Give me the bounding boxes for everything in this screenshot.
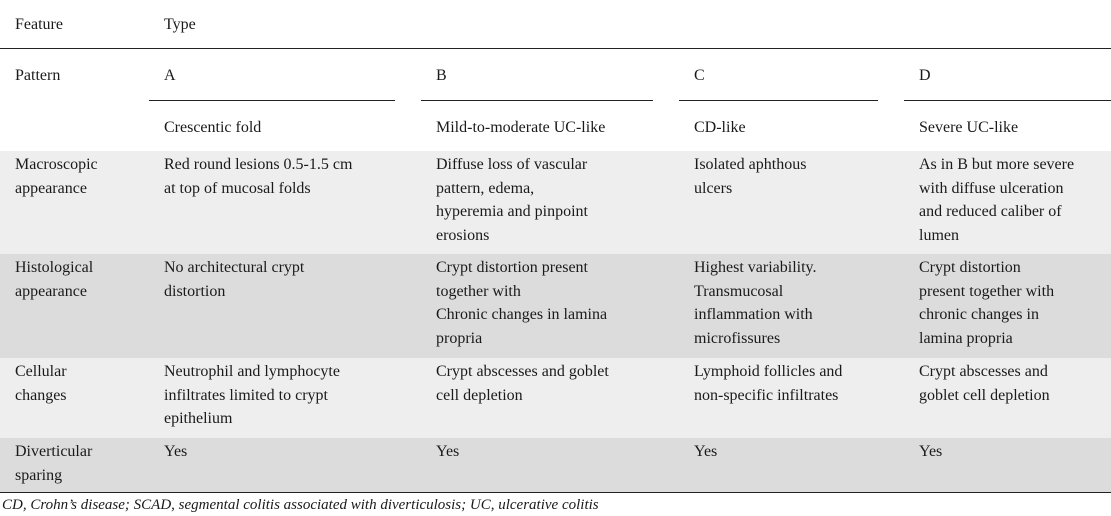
cell-pattern-d: As in B but more severe with diffuse ulce…: [919, 156, 1075, 244]
cell-pattern-d: Crypt abscesses and goblet cell depletion: [919, 363, 1050, 404]
cell-pattern-b: Crypt distortion present together with Chr…: [436, 259, 608, 347]
type-column-header: Type: [164, 16, 196, 33]
cell-pattern-a: Neutrophil and lymphocyte infiltrates lim…: [164, 363, 340, 427]
cell-pattern-d: Yes: [919, 443, 943, 460]
cell-pattern-c: Yes: [694, 443, 718, 460]
cell-pattern-d: Crypt distortion present together with chr…: [919, 259, 1055, 347]
pattern-rule-d: [904, 100, 1111, 101]
pattern-letter-d: D: [919, 67, 931, 84]
pattern-name-a: Crescentic fold: [164, 119, 262, 136]
row-feature-label: Diverticular sparing: [15, 443, 93, 484]
pattern-name-d: Severe UC-like: [919, 119, 1019, 136]
pattern-label: Pattern: [15, 67, 61, 84]
cell-pattern-b: Crypt abscesses and goblet cell depletion: [436, 363, 609, 404]
cell-pattern-b: Yes: [436, 443, 460, 460]
pattern-rule-b: [421, 100, 653, 101]
table-row-macroscopic: Macroscopic appearance Red round lesions …: [0, 151, 1111, 254]
table-footnote: CD, Crohn’s disease; SCAD, segmental col…: [2, 497, 599, 513]
row-feature-label: Macroscopic appearance: [15, 156, 98, 197]
cell-pattern-a: Red round lesions 0.5-1.5 cm at top of mu…: [164, 156, 353, 197]
cell-pattern-a: Yes: [164, 443, 188, 460]
row-feature-label: Cellular changes: [15, 363, 67, 404]
cell-pattern-a: No architectural crypt distortion: [164, 259, 305, 300]
feature-column-header: Feature: [15, 16, 63, 33]
pattern-letter-c: C: [694, 67, 705, 84]
pattern-rule-c: [679, 100, 878, 101]
cell-pattern-c: Lymphoid follicles and non-specific infil…: [694, 363, 843, 404]
table-bottom-rule: [0, 492, 1111, 493]
cell-pattern-b: Diffuse loss of vascular pattern, edema, h…: [436, 156, 588, 244]
cell-pattern-c: Isolated aphthous ulcers: [694, 156, 807, 197]
pattern-letter-a: A: [164, 67, 176, 84]
row-feature-label: Histological appearance: [15, 259, 94, 300]
table-row-diverticular: Diverticular sparing Yes Yes Yes Yes: [0, 438, 1111, 492]
pattern-letter-b: B: [436, 67, 447, 84]
pattern-name-b: Mild-to-moderate UC-like: [436, 119, 606, 136]
header-rule: [0, 48, 1111, 49]
pattern-name-c: CD-like: [694, 119, 746, 136]
cell-pattern-c: Highest variability. Transmucosal inflamma…: [694, 259, 817, 347]
table-row-histological: Histological appearance No architectural …: [0, 254, 1111, 358]
pattern-rule-a: [149, 100, 395, 101]
table-row-cellular: Cellular changes Neutrophil and lymphocyt…: [0, 358, 1111, 438]
